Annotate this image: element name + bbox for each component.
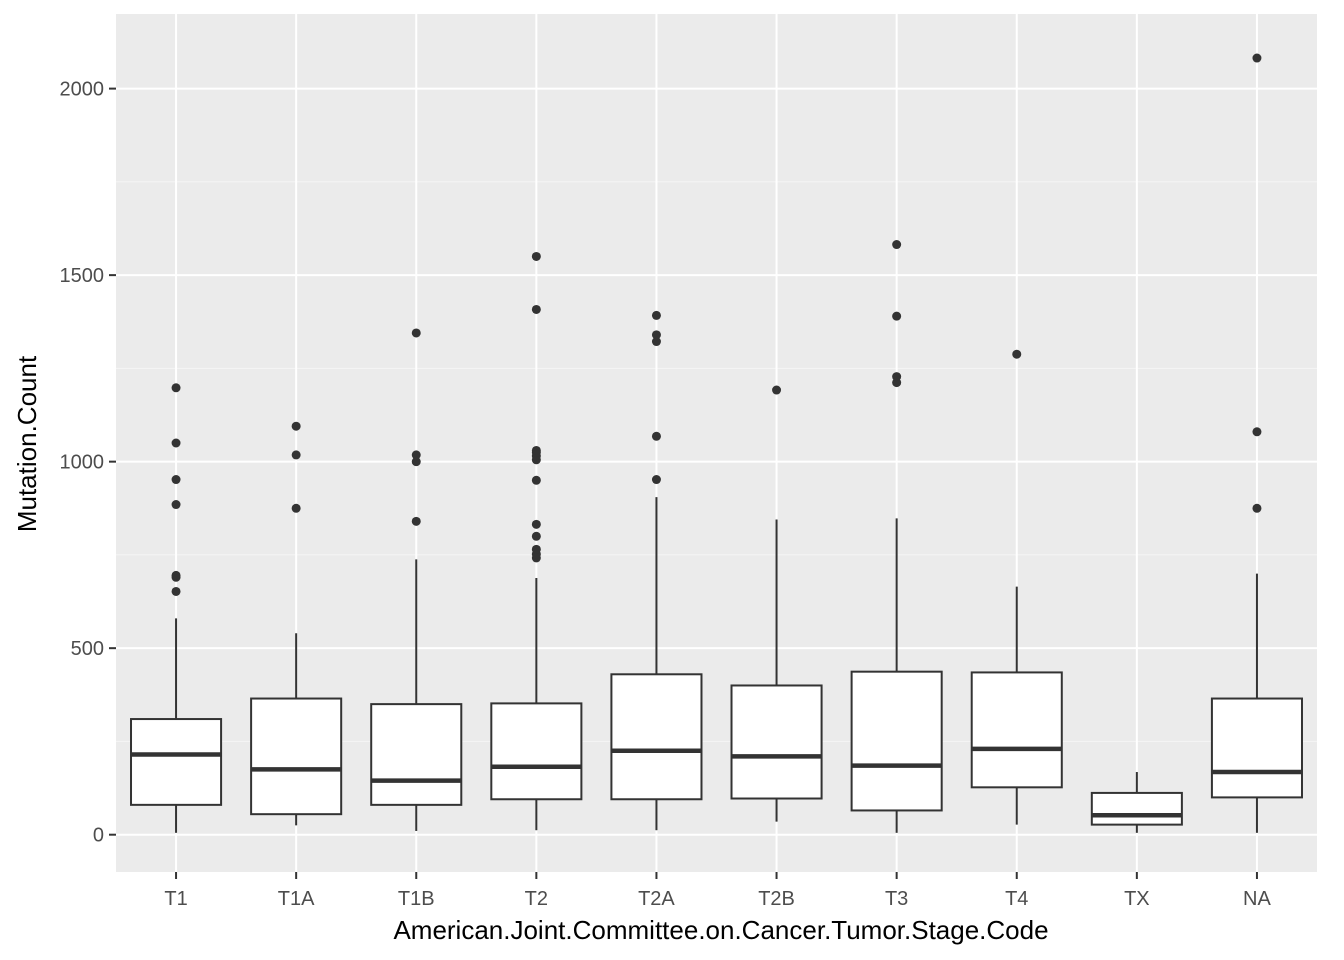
outlier-point: [1252, 427, 1262, 437]
box-na: [1210, 53, 1303, 833]
x-tick-label: T1A: [278, 888, 315, 910]
box-tx: [1090, 772, 1183, 833]
box-t1b: [370, 328, 463, 831]
outlier-point: [531, 531, 541, 541]
y-tick-label: 0: [93, 825, 104, 847]
outlier-point: [531, 544, 541, 554]
outlier-point: [291, 421, 301, 431]
outlier-point: [651, 330, 661, 340]
outlier-point: [892, 311, 902, 321]
outlier-point: [171, 383, 181, 393]
iqr-box: [730, 684, 823, 800]
box-t2: [490, 251, 583, 831]
iqr-box: [610, 673, 703, 801]
box-t2a: [610, 310, 703, 831]
x-tick-label: T2: [525, 888, 548, 910]
iqr-box: [970, 671, 1063, 789]
x-tick-label: T1: [164, 888, 187, 910]
outlier-point: [171, 570, 181, 580]
outlier-point: [171, 475, 181, 485]
outlier-point: [531, 445, 541, 455]
x-tick-label: T2B: [758, 888, 795, 910]
box-t2b: [730, 385, 823, 822]
iqr-box: [130, 718, 223, 806]
y-tick-label: 1000: [60, 452, 105, 474]
outlier-point: [651, 310, 661, 320]
outlier-point: [171, 438, 181, 448]
iqr-box: [370, 703, 463, 806]
x-tick-label: TX: [1124, 888, 1150, 910]
outlier-point: [1252, 53, 1262, 63]
box-t1a: [250, 421, 343, 826]
outlier-point: [1012, 349, 1022, 359]
box-t3: [850, 240, 943, 833]
outlier-point: [531, 519, 541, 529]
y-tick-label: 2000: [60, 79, 105, 101]
iqr-box: [1090, 791, 1183, 826]
outlier-point: [1252, 503, 1262, 513]
iqr-box: [850, 670, 943, 812]
outlier-point: [411, 457, 421, 467]
iqr-box: [1210, 697, 1303, 799]
x-axis: T1 T1A T1B T2 T2A T2B T3 T4 TX NA: [164, 872, 1271, 910]
outlier-point: [651, 475, 661, 485]
iqr-box: [490, 702, 583, 801]
outlier-point: [531, 475, 541, 485]
outlier-point: [411, 328, 421, 338]
outlier-point: [531, 304, 541, 314]
x-tick-label: T3: [885, 888, 908, 910]
outlier-point: [651, 337, 661, 347]
box-t1: [130, 383, 223, 833]
x-tick-label: T2A: [638, 888, 675, 910]
outlier-point: [772, 385, 782, 395]
y-axis-title: Mutation.Count: [12, 355, 42, 532]
boxes-layer: [130, 53, 1303, 833]
outlier-point: [892, 240, 902, 250]
y-axis: 0 500 1000 1500 2000: [60, 79, 116, 847]
y-tick-label: 1500: [60, 265, 105, 287]
x-tick-label: NA: [1243, 888, 1271, 910]
y-tick-label: 500: [71, 638, 104, 660]
box-t4: [970, 349, 1063, 825]
outlier-point: [411, 516, 421, 526]
outlier-point: [411, 450, 421, 460]
outlier-point: [291, 450, 301, 460]
x-tick-label: T4: [1005, 888, 1028, 910]
outlier-point: [531, 251, 541, 261]
outlier-point: [171, 500, 181, 510]
outlier-point: [171, 586, 181, 596]
x-axis-title: American.Joint.Committee.on.Cancer.Tumor…: [393, 915, 1048, 945]
x-tick-label: T1B: [398, 888, 435, 910]
iqr-box: [250, 697, 343, 816]
outlier-point: [892, 372, 902, 382]
outlier-point: [651, 431, 661, 441]
outlier-point: [291, 503, 301, 513]
